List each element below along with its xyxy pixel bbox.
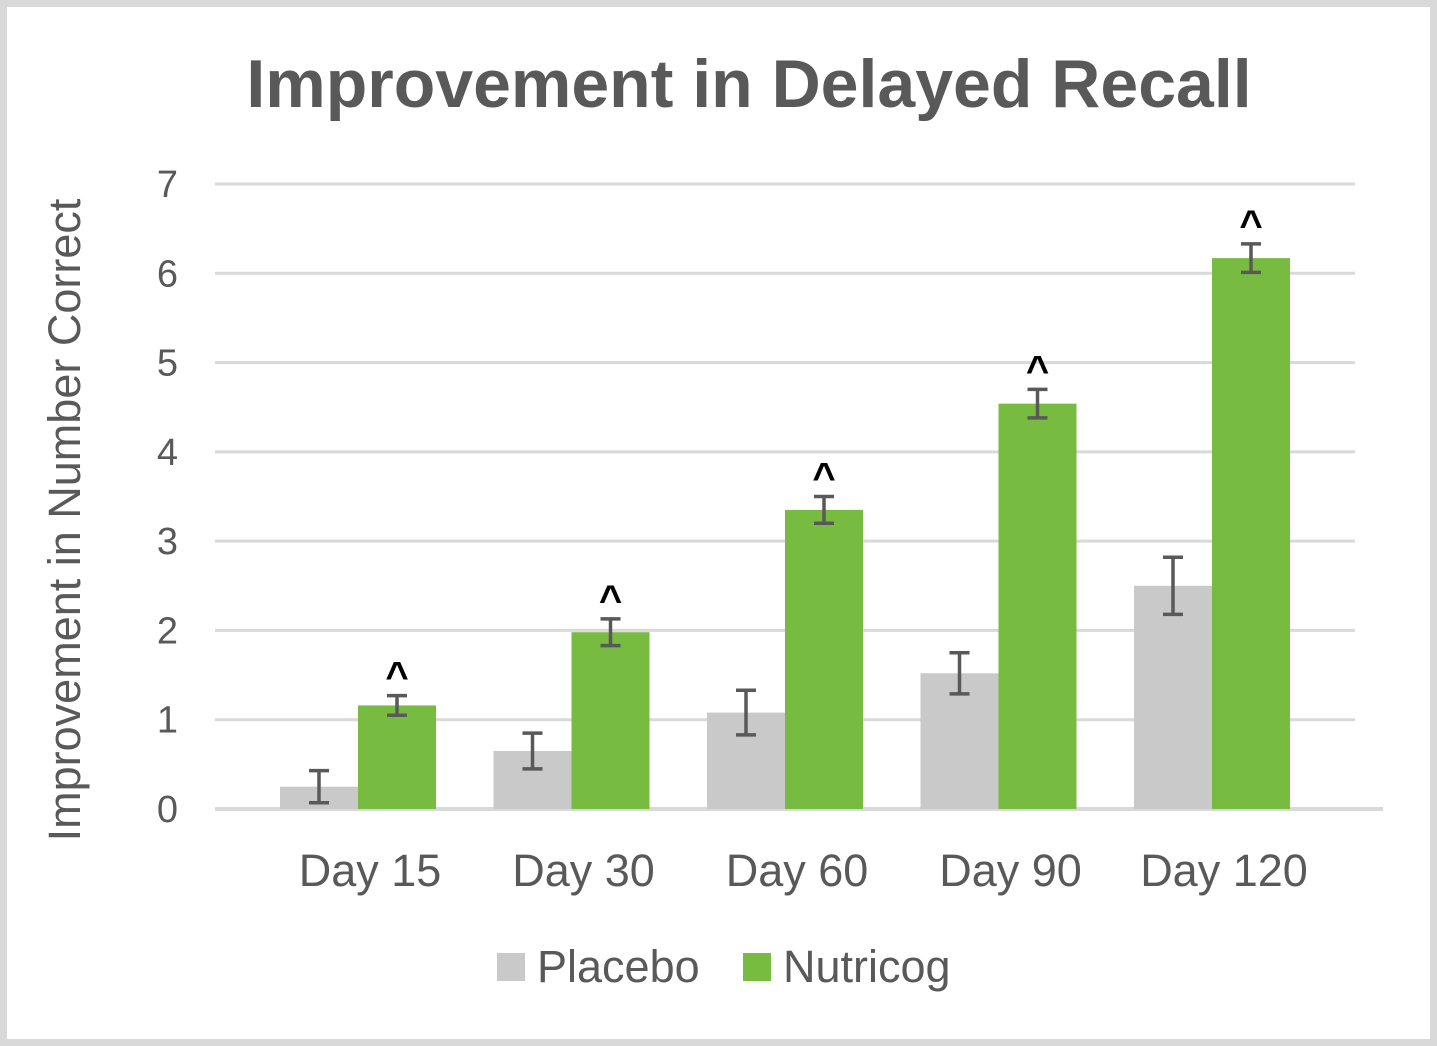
significance-marker: ^ xyxy=(385,655,408,699)
bar-nutricog-day-15 xyxy=(358,705,436,809)
error-bar xyxy=(1241,242,1261,275)
bar-nutricog-day-120 xyxy=(1212,258,1290,809)
error-bar xyxy=(736,688,756,737)
y-tick-label: 3 xyxy=(157,521,178,563)
category-labels: Day 15 Day 30 Day 60 Day 90 Day 120 xyxy=(299,845,1308,896)
y-tick-label: 0 xyxy=(157,789,178,831)
y-tick-labels: 0 1 2 3 4 5 6 7 xyxy=(157,164,178,831)
significance-marker: ^ xyxy=(812,456,835,500)
y-tick-label: 7 xyxy=(157,164,178,206)
y-tick-label: 1 xyxy=(157,700,178,742)
legend-swatch-nutricog xyxy=(743,953,771,981)
x-tick-label: Day 30 xyxy=(512,845,655,896)
chart-title: Improvement in Delayed Recall xyxy=(246,46,1251,122)
error-bar xyxy=(949,651,970,696)
error-bar xyxy=(814,494,834,526)
bar-placebo-day-90 xyxy=(920,673,999,809)
bars xyxy=(280,258,1290,809)
error-bar xyxy=(387,693,407,717)
error-bar xyxy=(600,617,621,648)
x-tick-label: Day 120 xyxy=(1140,845,1308,896)
y-axis-label: Improvement in Number Correct xyxy=(39,198,90,841)
y-tick-label: 6 xyxy=(157,253,178,295)
error-bar xyxy=(309,768,329,805)
error-bar xyxy=(1027,387,1048,420)
error-bars xyxy=(309,242,1261,805)
x-tick-label: Day 90 xyxy=(939,845,1082,896)
error-bar xyxy=(522,731,543,771)
x-tick-label: Day 60 xyxy=(726,845,869,896)
legend: Placebo Nutricog xyxy=(497,941,951,992)
y-tick-label: 5 xyxy=(157,343,178,385)
legend-label-nutricog: Nutricog xyxy=(783,941,951,992)
significance-markers: ^ ^ ^ ^ ^ xyxy=(385,203,1262,699)
y-tick-label: 4 xyxy=(157,432,178,474)
significance-marker: ^ xyxy=(599,578,622,622)
significance-marker: ^ xyxy=(1239,203,1262,247)
bar-nutricog-day-90 xyxy=(998,403,1077,809)
significance-marker: ^ xyxy=(1026,348,1049,392)
bar-nutricog-day-30 xyxy=(571,632,650,809)
error-bar xyxy=(1163,555,1183,617)
legend-label-placebo: Placebo xyxy=(537,941,700,992)
y-tick-label: 2 xyxy=(157,610,178,652)
x-tick-label: Day 15 xyxy=(299,845,442,896)
bar-nutricog-day-60 xyxy=(785,509,863,809)
legend-swatch-placebo xyxy=(497,953,525,981)
bar-placebo-day-120 xyxy=(1134,585,1212,809)
